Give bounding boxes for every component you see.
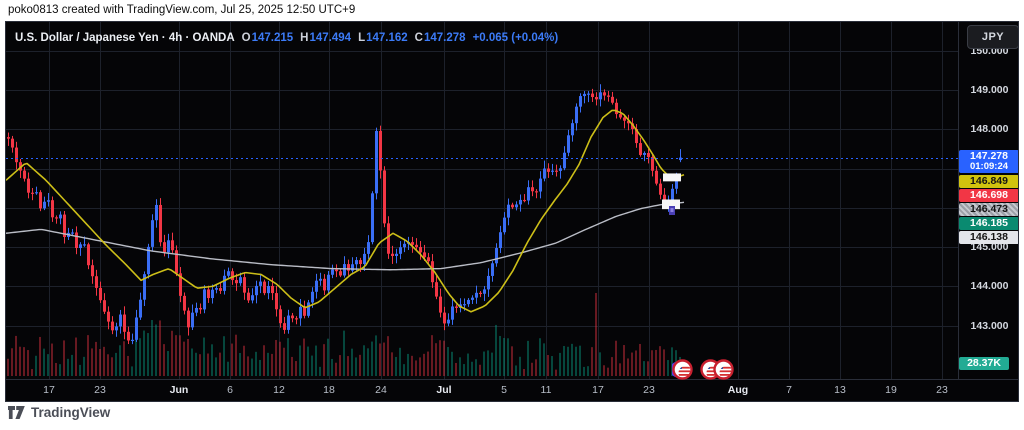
symbol-header: U.S. Dollar / Japanese Yen · 4h · OANDA …: [15, 30, 558, 46]
time-axis[interactable]: 17 23 Jun 6 12 18 24 Jul 5 11 17 23 Aug 7 13 19 23: [6, 380, 1018, 401]
time-axis-label: 13: [834, 384, 846, 396]
volume-value-badge: 28.37K: [959, 357, 1009, 370]
open-value: O 147.215: [241, 32, 294, 44]
time-axis-label: 24: [375, 384, 387, 396]
lightgray-ma-badge: 146.138: [959, 231, 1018, 244]
time-axis-label: 5: [501, 384, 507, 396]
chart-widget: U.S. Dollar / Japanese Yen · 4h · OANDA …: [5, 21, 1019, 402]
time-axis-label: Aug: [727, 384, 749, 396]
current-price-badge: 147.278 01:09:24: [959, 150, 1018, 173]
time-axis-label: 12: [273, 384, 285, 396]
price-change: +0.065 (+0.04%): [472, 32, 559, 44]
price-axis-label: 148.000: [970, 123, 1009, 136]
economic-event-us-flag-icon[interactable]: [670, 359, 693, 385]
time-axis-label: 6: [227, 384, 233, 396]
close-value: C 147.278: [414, 32, 466, 44]
red-level-badge: 146.698: [959, 189, 1018, 202]
price-axis-label: 145.000: [970, 241, 1009, 253]
time-axis-label: 23: [643, 384, 655, 396]
teal-level-badge: 146.185: [959, 217, 1018, 230]
time-axis-label: 18: [323, 384, 335, 396]
yellow-ma-badge: 146.849: [959, 175, 1018, 188]
attribution-text: poko0813 created with TradingView.com, J…: [8, 4, 356, 16]
price-scale-separator: [958, 22, 959, 401]
currency-button[interactable]: JPY: [967, 25, 1018, 49]
time-axis-label: 23: [936, 384, 948, 396]
economic-event-us-flag-icon[interactable]: [713, 359, 734, 385]
tradingview-logo-icon: [8, 406, 25, 419]
high-value: H 147.494: [300, 32, 352, 44]
gray-level-badge: 146.473: [959, 203, 1018, 216]
time-axis-label: 17: [592, 384, 604, 396]
time-axis-label: 11: [540, 384, 552, 396]
time-axis-label: 17: [43, 384, 55, 396]
tradingview-logo[interactable]: TradingView: [8, 405, 110, 420]
price-axis-label: 144.000: [970, 280, 1009, 293]
time-axis-label: Jul: [436, 384, 452, 396]
time-axis-label: 7: [786, 384, 792, 396]
price-axis-label: 143.000: [970, 319, 1009, 332]
price-chart-canvas[interactable]: [6, 22, 958, 379]
time-axis-separator: [6, 379, 1018, 380]
price-scale[interactable]: JPY 150.000 149.000 148.000 145.000 144.000 1…: [959, 22, 1018, 379]
price-axis-label: 149.000: [970, 84, 1009, 96]
tradingview-logo-text: TradingView: [31, 405, 111, 420]
time-axis-label: 19: [885, 384, 897, 396]
time-axis-label: 23: [94, 384, 106, 396]
symbol-title[interactable]: U.S. Dollar / Japanese Yen · 4h · OANDA: [15, 32, 235, 44]
time-axis-label: Jun: [169, 384, 189, 396]
low-value: L 147.162: [358, 32, 408, 44]
